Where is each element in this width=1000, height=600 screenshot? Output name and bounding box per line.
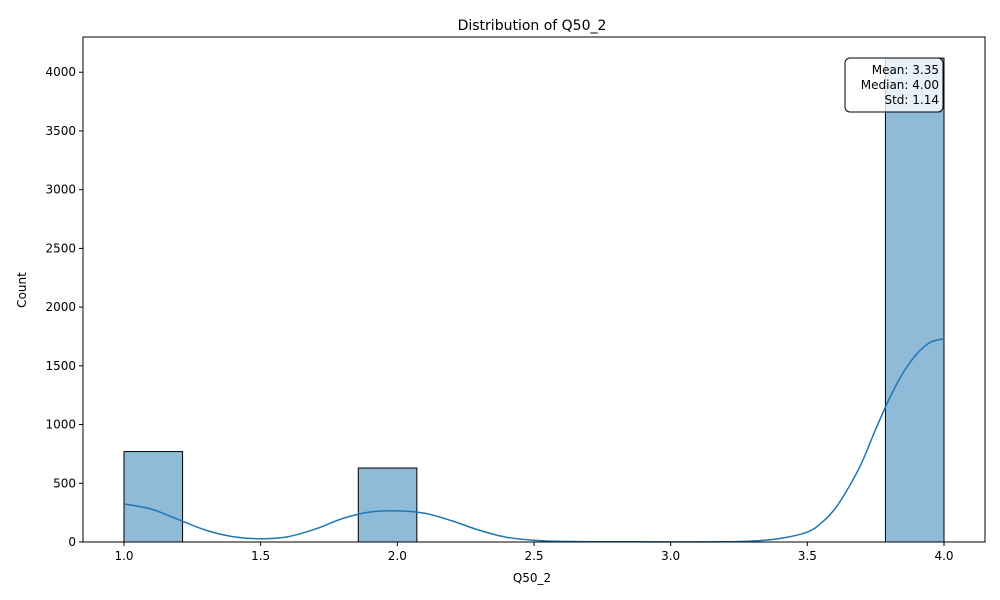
stats-box-background <box>844 57 944 113</box>
x-tick-label: 3.5 <box>798 549 817 563</box>
histogram-bar <box>884 57 945 543</box>
kde-layer <box>123 338 945 543</box>
y-tick-label: 1500 <box>45 359 76 373</box>
y-tick-label: 1000 <box>45 418 76 432</box>
y-tick-label: 500 <box>53 476 76 490</box>
bars-layer <box>123 57 945 543</box>
x-tick-label: 1.0 <box>114 549 133 563</box>
y-tick-label: 3500 <box>45 124 76 138</box>
histogram-bar <box>123 451 184 543</box>
histogram-bar <box>357 467 418 543</box>
y-axis: 0 500 1000 1500 2000 2500 3000 3500 4000 <box>45 65 83 549</box>
x-tick-label: 2.5 <box>524 549 543 563</box>
y-tick-label: 0 <box>68 535 76 549</box>
stats-median: Median: 4.00 <box>861 78 939 92</box>
x-tick-label: 1.5 <box>251 549 270 563</box>
y-tick-label: 2500 <box>45 241 76 255</box>
chart-title: Distribution of Q50_2 <box>458 18 607 34</box>
stats-box: Mean: 3.35 Median: 4.00 Std: 1.14 <box>844 57 944 113</box>
y-axis-label: Count <box>15 272 29 308</box>
x-tick-label: 2.0 <box>388 549 407 563</box>
x-axis: 1.0 1.5 2.0 2.5 3.0 3.5 4.0 <box>114 542 954 563</box>
kde-line <box>123 338 945 543</box>
plot-frame <box>82 36 986 543</box>
y-tick-label: 3000 <box>45 183 76 197</box>
x-axis-label: Q50_2 <box>513 571 551 585</box>
y-tick-label: 2000 <box>45 300 76 314</box>
x-tick-label: 3.0 <box>661 549 680 563</box>
stats-mean: Mean: 3.35 <box>872 63 939 77</box>
y-tick-label: 4000 <box>45 65 76 79</box>
stats-std: Std: 1.14 <box>884 93 939 107</box>
x-tick-label: 4.0 <box>934 549 953 563</box>
